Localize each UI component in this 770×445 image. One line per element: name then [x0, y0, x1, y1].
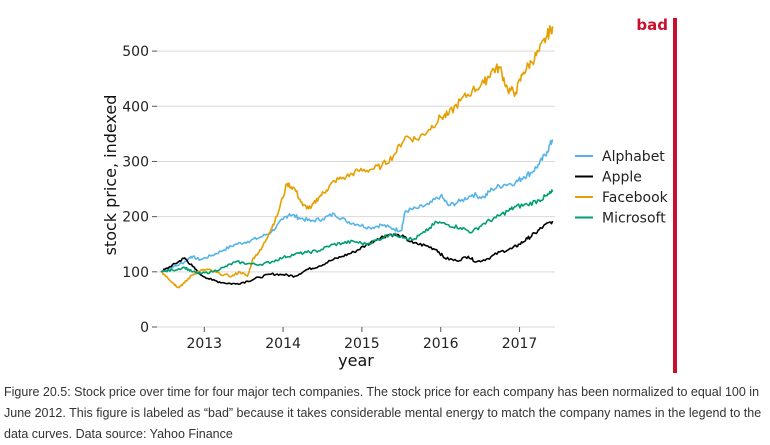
y-tick-label: 500	[122, 44, 149, 60]
legend-label: Apple	[602, 170, 642, 186]
legend-label: Microsoft	[602, 211, 666, 227]
y-tick-label: 300	[122, 154, 149, 170]
series-line-facebook	[160, 25, 554, 289]
y-tick-label: 200	[122, 210, 149, 226]
y-tick-label: 0	[140, 320, 149, 336]
legend: Alphabet Apple Facebook Microsoft	[575, 149, 669, 227]
y-tick-label: 400	[122, 99, 149, 115]
legend-label: Facebook	[602, 190, 669, 206]
series-line-apple	[160, 220, 554, 286]
x-axis-title: year	[338, 351, 374, 370]
y-tick-label: 100	[122, 265, 149, 281]
bad-badge-bar	[673, 18, 677, 373]
x-tick-label: 2016	[423, 336, 459, 352]
x-tick-label: 2014	[265, 336, 301, 352]
x-tick-label: 2017	[502, 336, 538, 352]
series-line-microsoft	[160, 189, 554, 275]
stock-price-chart: 0 100 200 300 400 500 2013 2014 2015 2016 2017 sto…	[101, 16, 677, 373]
legend-label: Alphabet	[602, 149, 665, 165]
gridlines	[157, 50, 555, 328]
x-tick-label: 2013	[186, 336, 222, 352]
axes: 0 100 200 300 400 500 2013 2014 2015 2016 2017	[122, 44, 537, 352]
x-tick-label: 2015	[344, 336, 380, 352]
figure-caption: Figure 20.5: Stock price over time for f…	[4, 385, 762, 441]
series-line-alphabet	[160, 139, 554, 273]
bad-badge: bad	[636, 16, 668, 34]
y-axis-title: stock price, indexed	[101, 95, 120, 256]
series-lines	[160, 25, 554, 289]
